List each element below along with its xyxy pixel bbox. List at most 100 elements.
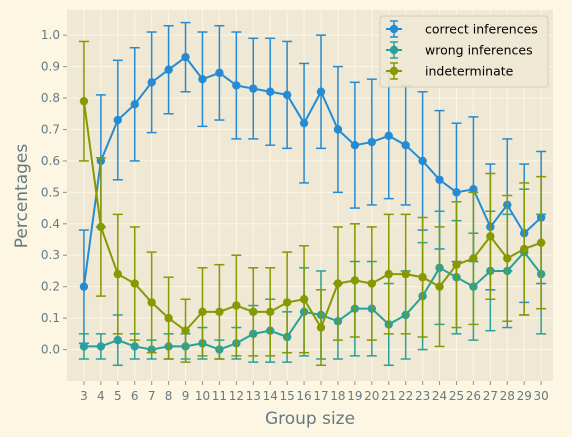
data-point: [469, 185, 478, 194]
data-point: [113, 335, 123, 345]
y-tick-label: 0.0: [41, 343, 60, 357]
legend-entry: indeterminate: [386, 62, 514, 80]
data-point: [333, 279, 343, 288]
x-tick-label: 14: [263, 389, 278, 403]
y-tick-label: 0.1: [41, 311, 60, 325]
data-point: [418, 156, 427, 166]
x-tick-label: 22: [398, 389, 413, 403]
data-point: [435, 282, 444, 291]
data-point: [198, 307, 207, 317]
data-point: [401, 269, 410, 279]
x-tick-label: 30: [534, 389, 549, 403]
data-point: [79, 342, 89, 351]
x-tick-label: 7: [148, 389, 156, 403]
x-tick-label: 12: [229, 389, 244, 403]
data-point: [249, 307, 258, 317]
data-point: [181, 326, 190, 335]
data-point: [79, 96, 89, 106]
data-point: [232, 301, 241, 310]
data-point: [435, 175, 444, 184]
series-layer: [78, 21, 547, 367]
data-point: [181, 52, 190, 62]
x-tick-label: 26: [466, 389, 481, 403]
x-tick-label: 28: [500, 389, 515, 403]
x-tick-label: 15: [279, 389, 294, 403]
x-tick-label: 25: [449, 389, 464, 403]
data-point: [96, 222, 106, 232]
x-tick-label: 24: [432, 389, 447, 403]
data-point: [384, 269, 393, 279]
data-point: [452, 188, 461, 197]
data-point: [316, 87, 326, 96]
data-point: [232, 81, 241, 90]
data-point: [266, 307, 275, 317]
data-point: [367, 279, 377, 288]
data-point: [130, 100, 139, 109]
data-point: [147, 78, 156, 87]
x-tick-label: 6: [131, 389, 139, 403]
x-axis-label: Group size: [265, 409, 355, 429]
data-point: [164, 313, 173, 323]
data-point: [350, 276, 360, 285]
y-tick-label: 0.7: [41, 122, 60, 136]
x-tick-label: 11: [212, 389, 227, 403]
data-point: [282, 298, 292, 307]
x-tick-label: 23: [415, 389, 430, 403]
legend-entry: wrong inferences: [386, 41, 533, 59]
y-tick-label: 0.9: [41, 60, 60, 74]
x-tick-label: 8: [165, 389, 173, 403]
data-point: [147, 298, 156, 307]
x-tick-label: 27: [483, 389, 498, 403]
x-tick-label: 4: [97, 389, 105, 403]
data-point: [333, 125, 343, 134]
data-point: [401, 140, 410, 150]
data-point: [266, 87, 275, 96]
x-tick-label: 17: [313, 389, 328, 403]
x-tick-label: 21: [381, 389, 396, 403]
data-point: [299, 118, 309, 128]
y-axis-label: Percentages: [12, 144, 32, 249]
x-tick-label: 20: [364, 389, 379, 403]
data-point: [130, 342, 139, 351]
x-tick-label: 5: [114, 389, 122, 403]
data-point: [418, 273, 427, 282]
y-axis-ticks: 0.0 0.1 0.2 0.3 0.4 0.5 0.6 0.7 0.8 0.9 1.0: [41, 28, 67, 357]
legend-label: indeterminate: [425, 64, 514, 79]
series-line: [82, 55, 542, 287]
y-tick-label: 0.3: [41, 248, 60, 262]
y-tick-label: 0.8: [41, 91, 60, 105]
y-tick-label: 0.5: [41, 185, 60, 199]
data-point: [249, 84, 258, 93]
data-point: [113, 269, 123, 279]
data-point: [469, 254, 478, 263]
x-tick-label: 9: [182, 389, 190, 403]
x-axis-ticks: 3 4 5 6 7 8 9 10 11 12 13 14 15 16 17 18 19 20 21 22 23 24 25 2…: [80, 381, 549, 403]
x-tick-label: 16: [296, 389, 311, 403]
y-tick-label: 0.6: [41, 154, 60, 168]
data-point: [113, 115, 123, 125]
data-point: [350, 140, 360, 150]
data-point: [486, 232, 495, 241]
y-tick-label: 0.4: [41, 217, 60, 231]
data-point: [316, 323, 326, 332]
data-point: [79, 282, 89, 291]
x-tick-label: 29: [517, 389, 532, 403]
legend: correct inferences wrong inferences indete…: [379, 15, 549, 88]
x-tick-label: 19: [347, 389, 362, 403]
data-point: [384, 131, 393, 140]
data-point: [198, 74, 207, 84]
data-point: [215, 307, 224, 317]
series-indeterminate: [78, 40, 547, 367]
data-point: [164, 65, 173, 74]
legend-label: wrong inferences: [425, 43, 533, 58]
data-point: [520, 244, 529, 254]
data-point: [536, 238, 546, 247]
data-point: [299, 295, 309, 304]
x-tick-label: 13: [246, 389, 261, 403]
data-point: [282, 90, 292, 100]
legend-entry: correct inferences: [386, 20, 538, 38]
data-point: [130, 279, 139, 288]
legend-marker: [389, 45, 399, 55]
data-point: [96, 342, 106, 351]
